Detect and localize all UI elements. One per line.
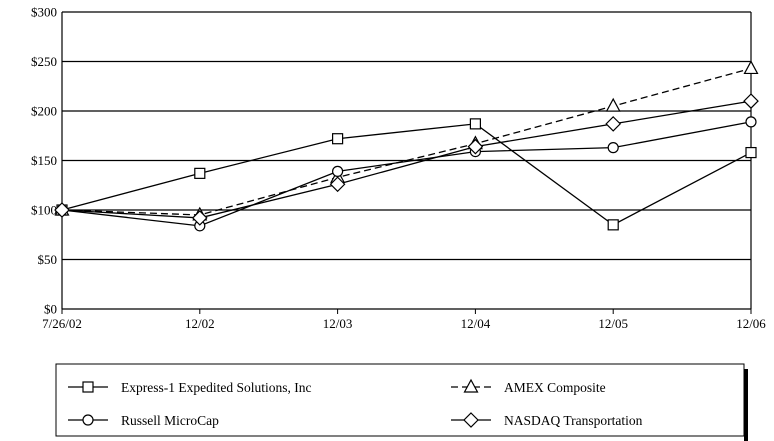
x-tick-label: 12/05 [598,316,628,331]
diamond-marker [467,138,484,155]
series-diamond [61,100,752,219]
series-triangle [61,67,752,216]
x-tick-label: 12/03 [323,316,353,331]
y-tick-label: $250 [31,54,57,69]
y-tick-label: $50 [38,252,58,267]
series-line [61,100,752,219]
circle-marker [332,165,344,177]
diamond-marker [54,202,70,218]
square-marker [82,381,94,393]
axes: $0 $50 $100 $150 $200 $250 $300 7/26/02 12/02 12/… [31,5,766,332]
triangle-marker [463,378,479,393]
circle-marker [607,142,619,154]
diamond-marker [743,93,759,109]
y-tick-label: $300 [31,5,57,20]
square-marker [469,118,481,130]
series-line [61,121,752,227]
y-tick-label: $0 [44,302,57,317]
data-series [54,60,759,232]
series-markers-diamond [54,93,759,226]
triangle-marker [605,97,621,112]
x-tick-label: 7/26/02 [42,316,82,331]
legend-item: NASDAQ Transportation [451,412,643,428]
diamond-marker [605,116,622,132]
square-marker [607,219,619,231]
circle-marker [82,414,94,426]
series-square [61,123,752,226]
legend-label: Express-1 Expedited Solutions, Inc [121,380,311,395]
legend: Express-1 Expedited Solutions, Inc AMEX C… [55,363,748,441]
square-marker [194,167,206,179]
legend-shadow [744,369,748,441]
y-tick-label: $200 [31,104,57,119]
series-line [61,123,752,226]
legend-label: Russell MicroCap [121,413,219,428]
grid-lines [62,11,751,310]
legend-item: Russell MicroCap [68,413,219,428]
series-circle [61,121,752,227]
triangle-marker [743,60,759,75]
y-tick-label: $150 [31,153,57,168]
diamond-marker [329,176,346,193]
diamond-marker [463,412,479,428]
legend-label: NASDAQ Transportation [504,413,643,428]
legend-item: Express-1 Expedited Solutions, Inc [68,380,311,395]
circle-marker [745,116,757,128]
square-marker [745,146,757,159]
x-tick-label: 12/06 [736,316,766,331]
diamond-marker [191,210,208,226]
square-marker [332,133,344,145]
legend-item: AMEX Composite [451,378,606,395]
series-line [61,67,752,216]
y-tick-label: $100 [31,203,57,218]
x-tick-label: 12/02 [185,316,215,331]
legend-label: AMEX Composite [504,380,606,395]
x-tick-label: 12/04 [461,316,491,331]
legend-box [55,363,745,437]
